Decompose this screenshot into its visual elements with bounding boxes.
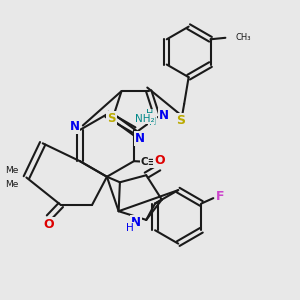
Text: H: H [149, 117, 156, 127]
Text: C≡N: C≡N [141, 157, 166, 167]
Text: N: N [159, 109, 169, 122]
Text: O: O [154, 154, 165, 167]
Text: H: H [126, 223, 134, 233]
Text: S: S [176, 114, 185, 127]
Text: N: N [70, 120, 80, 133]
Text: CH₃: CH₃ [236, 33, 251, 42]
Text: F: F [216, 190, 225, 203]
Text: Me: Me [5, 179, 18, 188]
Text: NH₂: NH₂ [134, 114, 154, 124]
Text: Me: Me [5, 167, 18, 176]
Text: N: N [135, 132, 145, 145]
Text: H: H [146, 110, 153, 119]
Text: S: S [107, 112, 116, 125]
Text: O: O [43, 218, 54, 231]
Text: N: N [131, 216, 141, 229]
